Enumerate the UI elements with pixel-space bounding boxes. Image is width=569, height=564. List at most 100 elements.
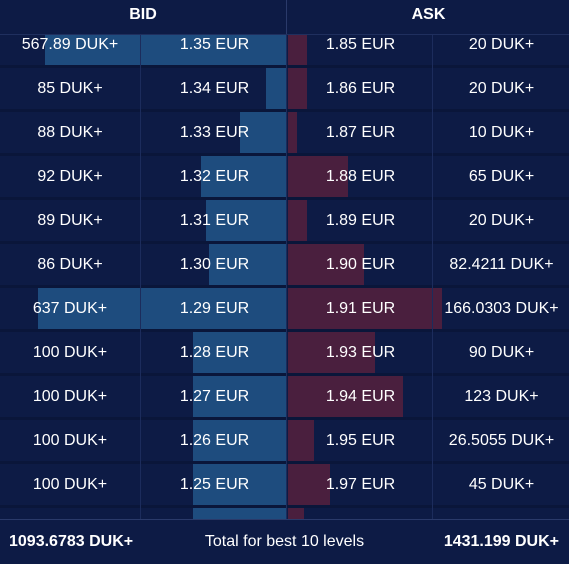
ask-depth-bar	[288, 332, 375, 373]
ask-price: 1.88 EUR	[325, 168, 396, 185]
row-separator	[0, 329, 569, 332]
ask-depth-bar	[288, 156, 348, 197]
order-book-row[interactable]: 567.89 DUK+ 1.35 EUR 1.85 EUR 20 DUK+	[0, 34, 569, 68]
bid-depth-bar	[193, 508, 286, 519]
ask-depth-bar	[288, 288, 442, 329]
bid-price: 1.34 EUR	[179, 80, 250, 97]
ask-quantity: 10 DUK+	[468, 124, 535, 141]
order-book-row[interactable]: 100 DUK+ 1.28 EUR 1.93 EUR 90 DUK+	[0, 332, 569, 376]
bid-depth-bar	[206, 200, 286, 241]
bid-quantity: 637 DUK+	[32, 300, 108, 317]
ask-quantity: 20 DUK+	[468, 80, 535, 97]
ask-quantity: 90 DUK+	[468, 344, 535, 361]
ask-quantity: 65 DUK+	[468, 168, 535, 185]
ask-quantity: 166.0303 DUK+	[444, 300, 559, 317]
row-separator	[0, 197, 569, 200]
bid-depth-bar	[193, 332, 286, 373]
ask-price: 1.87 EUR	[325, 124, 396, 141]
ask-quantity: 26.5055 DUK+	[448, 432, 555, 449]
bid-quantity: 88 DUK+	[37, 124, 103, 141]
ask-depth-bar	[288, 68, 307, 109]
bid-column-header: BID	[129, 6, 157, 23]
bid-quantity: 92 DUK+	[37, 168, 103, 185]
bid-quantity: 89 DUK+	[37, 212, 103, 229]
order-book-row[interactable]: 100 DUK+ 1.27 EUR 1.94 EUR 123 DUK+	[0, 376, 569, 420]
ask-price	[288, 508, 433, 519]
column-divider	[432, 34, 433, 519]
row-separator	[0, 417, 569, 420]
ask-quantity	[434, 508, 569, 519]
ask-price: 1.91 EUR	[325, 300, 396, 317]
order-book-row[interactable]: 92 DUK+ 1.32 EUR 1.88 EUR 65 DUK+	[0, 156, 569, 200]
ask-price: 1.93 EUR	[325, 344, 396, 361]
bid-quantity: 100 DUK+	[32, 432, 108, 449]
ask-quantity: 20 DUK+	[468, 36, 535, 53]
ask-total: 1431.199 DUK+	[443, 533, 559, 550]
order-book-row[interactable]: 86 DUK+ 1.30 EUR 1.90 EUR 82.4211 DUK+	[0, 244, 569, 288]
order-book-header: BID ASK	[0, 0, 569, 35]
ask-depth-bar	[288, 420, 314, 461]
order-book-rows: 567.89 DUK+ 1.35 EUR 1.85 EUR 20 DUK+ 85 DUK…	[0, 34, 569, 519]
row-separator	[0, 241, 569, 244]
bid-price: 1.30 EUR	[179, 256, 250, 273]
bid-price: 1.33 EUR	[179, 124, 250, 141]
order-book[interactable]: 567.89 DUK+ 1.35 EUR 1.85 EUR 20 DUK+ 85 DUK…	[0, 34, 569, 519]
row-separator	[0, 65, 569, 68]
ask-depth-bar	[288, 464, 330, 505]
ask-price: 1.85 EUR	[325, 36, 396, 53]
ask-price: 1.90 EUR	[325, 256, 396, 273]
ask-depth-bar	[288, 508, 304, 519]
ask-price: 1.95 EUR	[325, 432, 396, 449]
bid-quantity: 100 DUK+	[32, 476, 108, 493]
bid-depth-bar	[193, 420, 286, 461]
order-book-row[interactable]: 637 DUK+ 1.29 EUR 1.91 EUR 166.0303 DUK+	[0, 288, 569, 332]
order-book-row[interactable]: 100 DUK+ 1.25 EUR 1.97 EUR 45 DUK+	[0, 464, 569, 508]
bid-quantity: 100 DUK+	[32, 344, 108, 361]
order-book-row[interactable]: 100 DUK+ 1.26 EUR 1.95 EUR 26.5055 DUK+	[0, 420, 569, 464]
bid-quantity: 86 DUK+	[37, 256, 103, 273]
bid-depth-bar	[209, 244, 286, 285]
totals-footer: Total for best 10 levels 1093.6783 DUK+ …	[0, 519, 569, 557]
ask-depth-bar	[288, 34, 307, 65]
ask-price: 1.86 EUR	[325, 80, 396, 97]
bid-price: 1.29 EUR	[179, 300, 250, 317]
bid-price: 1.32 EUR	[179, 168, 250, 185]
bid-price	[143, 508, 286, 519]
totals-label: Total for best 10 levels	[204, 533, 365, 550]
bid-quantity: 100 DUK+	[32, 388, 108, 405]
bid-price: 1.35 EUR	[179, 36, 250, 53]
bid-price: 1.27 EUR	[179, 388, 250, 405]
ask-depth-bar	[288, 112, 297, 153]
bid-depth-bar	[193, 376, 286, 417]
bid-depth-bar	[201, 156, 286, 197]
bid-price: 1.31 EUR	[179, 212, 250, 229]
ask-quantity: 82.4211 DUK+	[449, 256, 554, 273]
bid-depth-bar	[266, 68, 286, 109]
ask-price: 1.94 EUR	[325, 388, 396, 405]
ask-column-header: ASK	[411, 6, 446, 23]
bid-depth-bar	[193, 464, 286, 505]
row-separator	[0, 285, 569, 288]
order-book-row[interactable]	[0, 508, 569, 519]
row-separator	[0, 109, 569, 112]
bid-price: 1.25 EUR	[179, 476, 250, 493]
row-separator	[0, 505, 569, 508]
row-separator	[0, 461, 569, 464]
bid-price: 1.26 EUR	[179, 432, 250, 449]
bid-quantity	[0, 508, 140, 519]
column-divider	[140, 34, 141, 519]
ask-quantity: 123 DUK+	[464, 388, 539, 405]
order-book-row[interactable]: 89 DUK+ 1.31 EUR 1.89 EUR 20 DUK+	[0, 200, 569, 244]
ask-quantity: 20 DUK+	[468, 212, 535, 229]
header-divider	[286, 0, 287, 34]
order-book-row[interactable]: 88 DUK+ 1.33 EUR 1.87 EUR 10 DUK+	[0, 112, 569, 156]
bid-depth-bar	[38, 288, 286, 329]
bid-total: 1093.6783 DUK+	[9, 533, 134, 550]
bid-quantity: 85 DUK+	[37, 80, 103, 97]
order-book-row[interactable]: 85 DUK+ 1.34 EUR 1.86 EUR 20 DUK+	[0, 68, 569, 112]
ask-depth-bar	[288, 244, 364, 285]
row-separator	[0, 373, 569, 376]
ask-depth-bar	[288, 200, 307, 241]
bid-depth-bar	[45, 34, 286, 65]
row-separator	[0, 153, 569, 156]
